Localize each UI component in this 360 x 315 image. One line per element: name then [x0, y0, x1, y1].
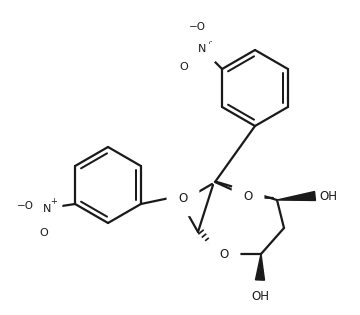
Text: OH: OH — [251, 290, 269, 303]
Text: O: O — [219, 248, 229, 261]
Text: −O: −O — [17, 201, 33, 211]
Text: O: O — [178, 192, 188, 204]
Polygon shape — [277, 192, 315, 200]
Text: N: N — [198, 44, 206, 54]
Text: +: + — [206, 37, 212, 47]
Text: OH: OH — [319, 190, 337, 203]
Text: O: O — [180, 62, 189, 72]
Text: +: + — [51, 198, 58, 207]
Text: O: O — [243, 191, 253, 203]
Polygon shape — [256, 254, 265, 280]
Text: −O: −O — [189, 22, 206, 32]
Text: N: N — [43, 204, 51, 214]
Text: O: O — [40, 228, 49, 238]
